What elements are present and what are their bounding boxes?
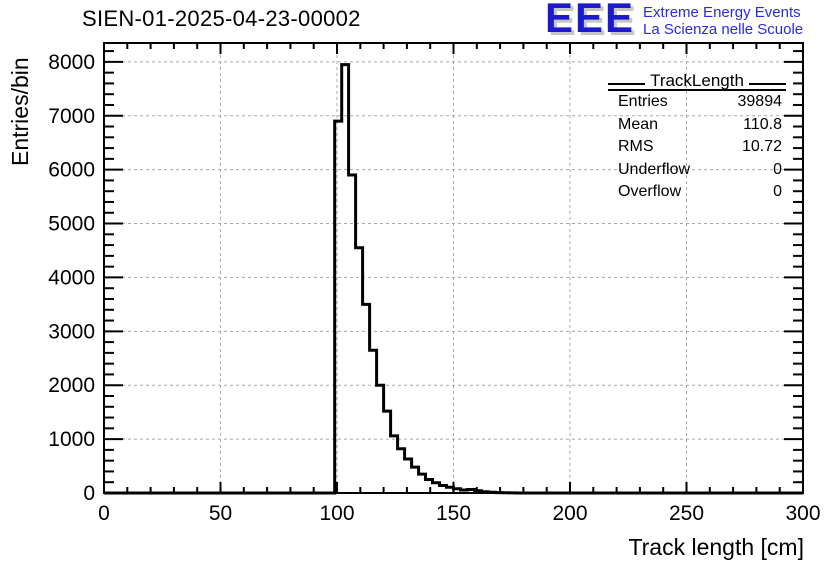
x-tick-label: 50	[209, 502, 232, 525]
x-tick-label: 200	[552, 502, 587, 525]
y-axis-title: Entries/bin	[7, 57, 33, 166]
x-tick-label: 150	[436, 502, 471, 525]
stats-row-rms: RMS 10.72	[608, 136, 786, 159]
eee-logo: EEE Extreme Energy Events La Scienza nel…	[545, 0, 803, 41]
x-axis-title: Track length [cm]	[628, 534, 804, 560]
y-tick-label: 2000	[48, 374, 95, 397]
stats-row-underflow: Underflow 0	[608, 159, 786, 182]
stats-row-entries: Entries 39894	[608, 91, 786, 114]
x-tick-label: 100	[319, 502, 354, 525]
stats-label: Mean	[618, 115, 659, 133]
stats-box-title-row: TrackLength	[608, 66, 786, 91]
y-tick-label: 3000	[48, 320, 95, 343]
plot-title: SIEN-01-2025-04-23-00002	[82, 6, 361, 31]
stats-row-mean: Mean 110.8	[608, 114, 786, 137]
eee-logo-text: Extreme Energy Events La Scienza nelle S…	[643, 4, 803, 38]
stats-value: 110.8	[743, 115, 782, 133]
stats-label: Overflow	[618, 183, 682, 201]
y-tick-label: 4000	[48, 266, 95, 289]
stats-value: 0	[773, 160, 782, 178]
x-tick-label: 300	[785, 502, 820, 525]
stats-label: Entries	[618, 93, 668, 111]
stats-value: 0	[773, 183, 782, 201]
stats-label: Underflow	[618, 160, 691, 178]
eee-logo-line2: La Scienza nelle Scuole	[643, 21, 804, 38]
stats-value: 10.72	[741, 138, 782, 156]
stats-title-rule-right	[748, 83, 786, 85]
stats-value: 39894	[737, 93, 783, 111]
x-tick-label: 0	[98, 502, 110, 525]
eee-logo-line1: Extreme Energy Events	[643, 4, 801, 21]
eee-logo-acronym: EEE	[545, 0, 636, 41]
y-tick-label: 0	[83, 482, 95, 505]
stats-label: RMS	[618, 138, 654, 156]
stats-row-overflow: Overflow 0	[608, 181, 786, 204]
stats-box-title: TrackLength	[650, 71, 744, 90]
y-tick-label: 7000	[48, 105, 95, 128]
y-tick-label: 6000	[48, 159, 95, 182]
x-tick-label: 250	[669, 502, 704, 525]
stats-box: TrackLength Entries 39894 Mean 110.8 RMS…	[608, 66, 786, 204]
stats-title-rule-left	[608, 83, 646, 85]
y-tick-label: 1000	[48, 428, 95, 451]
y-tick-label: 8000	[48, 51, 95, 74]
y-tick-label: 5000	[48, 213, 95, 236]
